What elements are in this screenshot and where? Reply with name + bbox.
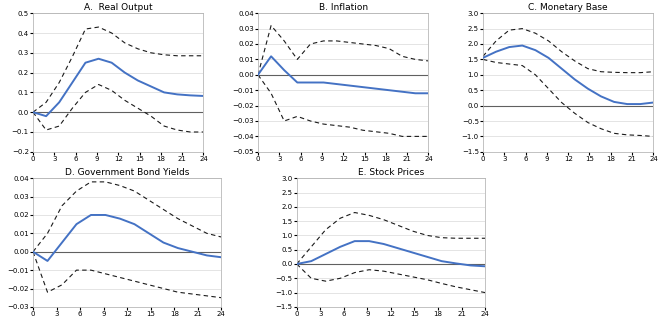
Title: B. Inflation: B. Inflation [319,3,368,13]
Title: A.  Real Output: A. Real Output [84,3,152,13]
Title: C. Monetary Base: C. Monetary Base [529,3,608,13]
Title: E. Stock Prices: E. Stock Prices [358,168,424,178]
Title: D. Government Bond Yields: D. Government Bond Yields [65,168,189,178]
